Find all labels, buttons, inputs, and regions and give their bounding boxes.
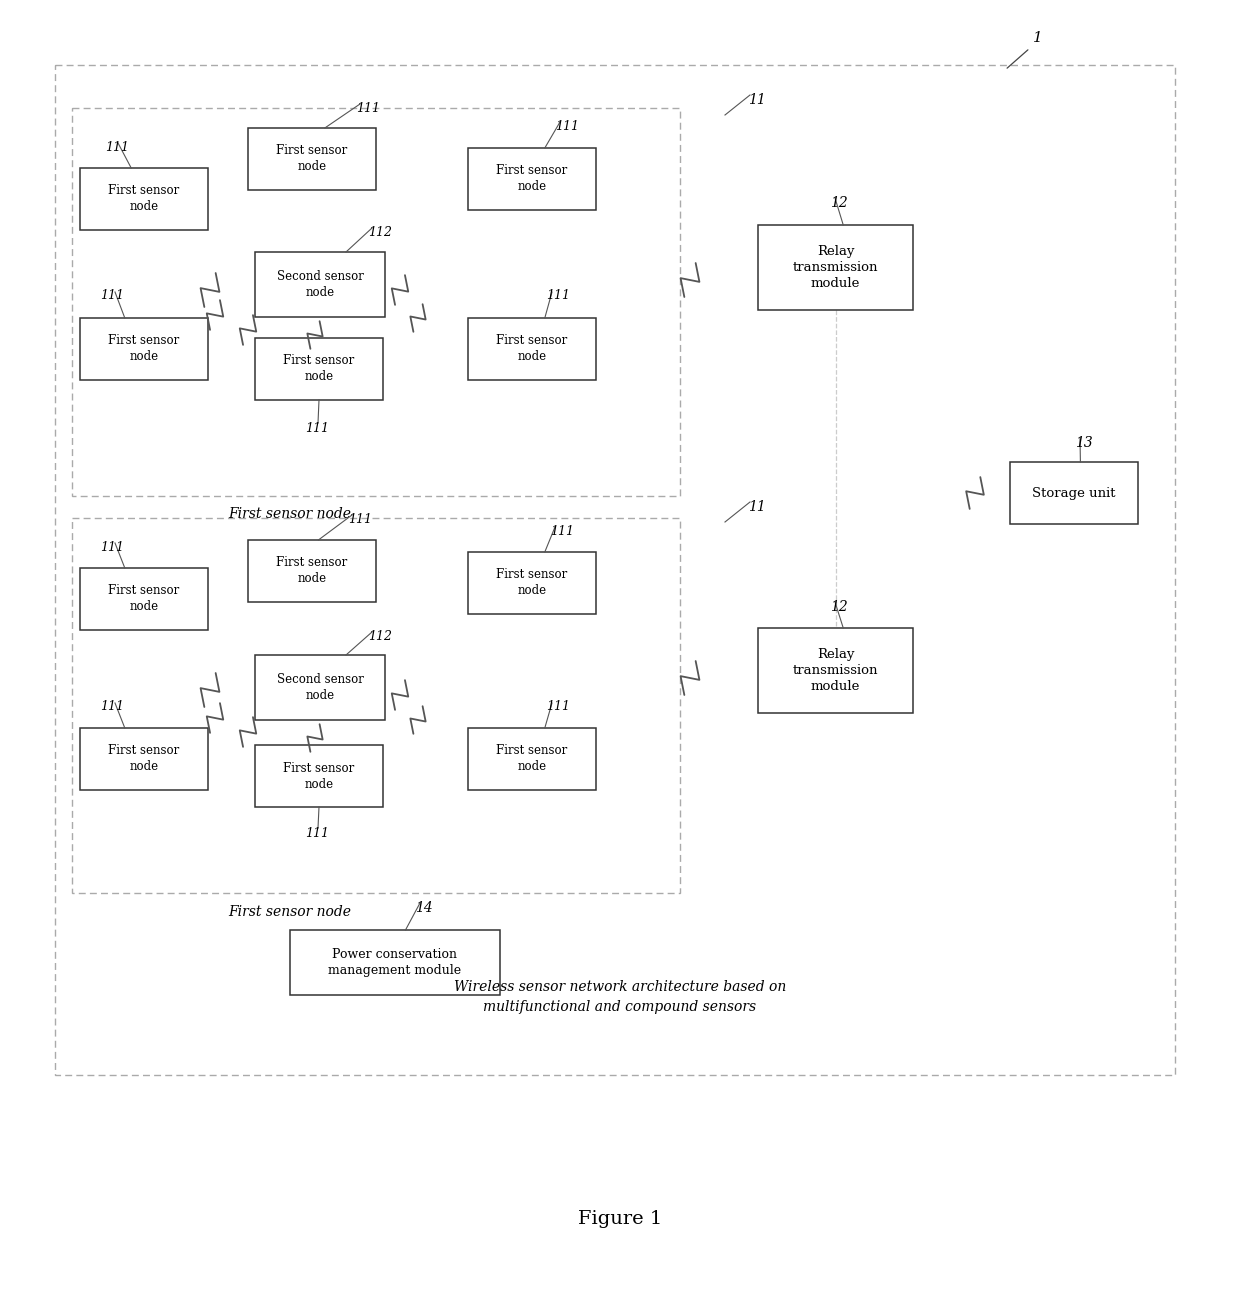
Text: 111: 111: [551, 525, 574, 538]
FancyBboxPatch shape: [467, 552, 596, 615]
FancyBboxPatch shape: [467, 148, 596, 210]
FancyBboxPatch shape: [81, 318, 208, 380]
Text: First sensor
node: First sensor node: [284, 354, 355, 384]
Text: First sensor
node: First sensor node: [108, 185, 180, 214]
Text: 1: 1: [1033, 31, 1043, 46]
Text: First sensor
node: First sensor node: [108, 335, 180, 363]
FancyBboxPatch shape: [255, 745, 383, 807]
Text: 11: 11: [748, 92, 766, 107]
Text: 111: 111: [100, 700, 124, 713]
Text: First sensor
node: First sensor node: [277, 145, 347, 173]
Text: First sensor
node: First sensor node: [108, 745, 180, 773]
Text: First sensor
node: First sensor node: [496, 335, 568, 363]
Text: First sensor
node: First sensor node: [108, 585, 180, 613]
Text: 13: 13: [1075, 436, 1092, 450]
Text: 111: 111: [356, 102, 379, 115]
FancyBboxPatch shape: [1011, 462, 1138, 523]
Text: 111: 111: [305, 422, 329, 435]
Text: 12: 12: [830, 197, 848, 210]
Text: 111: 111: [556, 120, 579, 133]
Text: 11: 11: [748, 500, 766, 514]
Text: First sensor
node: First sensor node: [496, 569, 568, 598]
FancyBboxPatch shape: [255, 253, 384, 316]
Text: First sensor node: First sensor node: [228, 506, 351, 521]
Text: Second sensor
node: Second sensor node: [277, 673, 363, 702]
Text: 111: 111: [305, 827, 329, 840]
Text: First sensor
node: First sensor node: [284, 762, 355, 790]
Text: First sensor
node: First sensor node: [496, 164, 568, 194]
FancyBboxPatch shape: [255, 339, 383, 400]
FancyBboxPatch shape: [248, 128, 376, 190]
Text: 112: 112: [368, 227, 392, 240]
FancyBboxPatch shape: [290, 930, 500, 995]
Text: 111: 111: [105, 141, 129, 154]
Text: 14: 14: [415, 901, 433, 915]
FancyBboxPatch shape: [467, 728, 596, 790]
Text: First sensor node: First sensor node: [228, 905, 351, 919]
Text: Relay
transmission
module: Relay transmission module: [792, 648, 878, 693]
Text: 12: 12: [830, 600, 848, 615]
FancyBboxPatch shape: [81, 728, 208, 790]
Text: Storage unit: Storage unit: [1032, 487, 1116, 500]
FancyBboxPatch shape: [81, 168, 208, 230]
FancyBboxPatch shape: [81, 568, 208, 630]
FancyBboxPatch shape: [758, 628, 913, 713]
Text: 111: 111: [100, 542, 124, 553]
Text: 111: 111: [546, 700, 570, 713]
Text: Second sensor
node: Second sensor node: [277, 270, 363, 299]
Text: 111: 111: [100, 289, 124, 302]
Text: Figure 1: Figure 1: [578, 1210, 662, 1228]
Text: Power conservation
management module: Power conservation management module: [329, 948, 461, 976]
FancyBboxPatch shape: [758, 225, 913, 310]
Text: First sensor
node: First sensor node: [277, 556, 347, 586]
Text: Wireless sensor network architecture based on
multifunctional and compound senso: Wireless sensor network architecture bas…: [454, 980, 786, 1013]
Text: 112: 112: [368, 630, 392, 643]
FancyBboxPatch shape: [467, 318, 596, 380]
Text: Relay
transmission
module: Relay transmission module: [792, 245, 878, 290]
FancyBboxPatch shape: [248, 540, 376, 602]
Text: First sensor
node: First sensor node: [496, 745, 568, 773]
FancyBboxPatch shape: [255, 655, 384, 720]
Text: 111: 111: [348, 513, 372, 526]
Text: 111: 111: [546, 289, 570, 302]
